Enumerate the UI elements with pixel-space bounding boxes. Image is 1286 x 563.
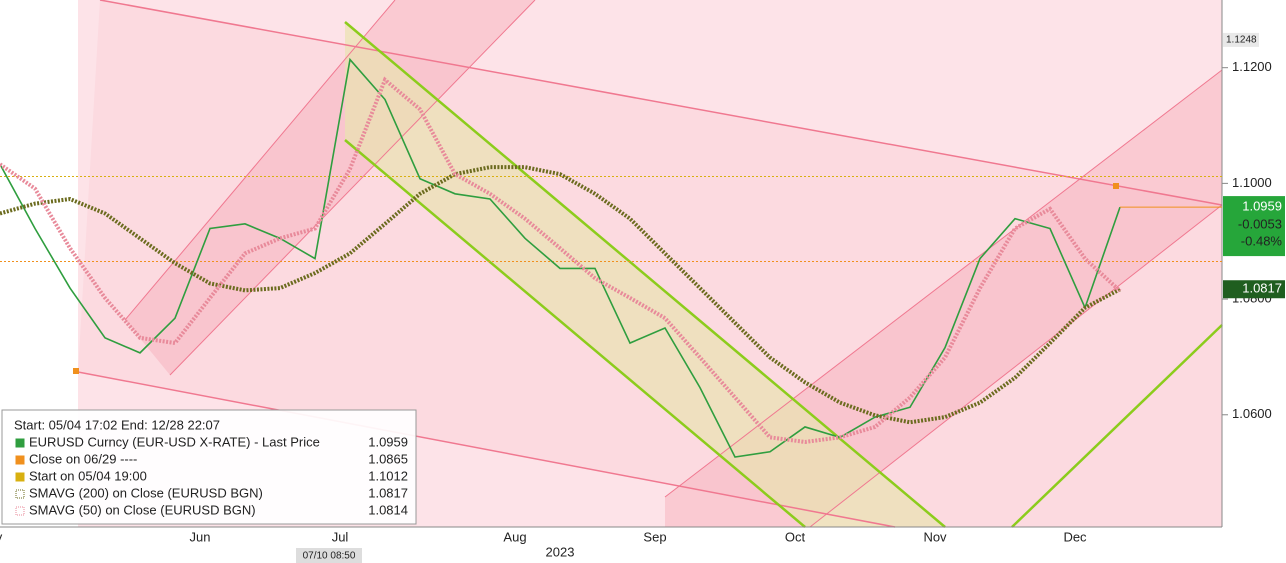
- last-price-box: [1223, 196, 1285, 257]
- y-tick-label: 1.0600: [1232, 406, 1272, 421]
- moving-average: [0, 76, 1122, 444]
- legend-value: 1.0865: [368, 451, 408, 466]
- cursor-label: 07/10 08:50: [303, 551, 356, 562]
- y-tick-label: 1.1200: [1232, 59, 1272, 74]
- legend-value: 1.0817: [368, 485, 408, 500]
- cursor-box: [296, 548, 362, 563]
- channel-line: [169, 0, 536, 376]
- ma-last: 1.0817: [1242, 281, 1282, 296]
- channel-line: [99, 0, 1223, 206]
- channel-line: [344, 21, 946, 528]
- high-box: [1223, 32, 1259, 47]
- legend-swatch: [15, 472, 25, 482]
- price-line: [0, 57, 1121, 458]
- last-change: -0.0053: [1238, 217, 1282, 232]
- x-tick-label: Aug: [503, 529, 526, 544]
- plot: 1.06001.08001.10001.12001.1248MayJunJulA…: [0, 32, 1285, 544]
- legend-value: 1.0814: [368, 502, 408, 517]
- legend-swatch: [15, 506, 25, 516]
- last-change-pct: -0.48%: [1241, 234, 1283, 249]
- legend-swatch: [15, 489, 25, 499]
- anchor-point: [73, 368, 79, 374]
- channel-line: [1011, 324, 1223, 528]
- channel-line: [77, 371, 896, 528]
- up-channel-1: [125, 0, 535, 375]
- high-label: 1.1248: [1226, 35, 1257, 46]
- x-tick-label: Sep: [643, 529, 666, 544]
- channel-line: [344, 139, 806, 528]
- last-price: 1.0959: [1242, 199, 1282, 214]
- legend-value: 1.1012: [368, 468, 408, 483]
- legend-swatch: [15, 438, 25, 448]
- x-year: 2023: [546, 544, 575, 559]
- moving-average: [0, 165, 1121, 425]
- legend-label: EURUSD Curncy (EUR-USD X-RATE) - Last Pr…: [29, 434, 320, 449]
- x-tick-label: Jul: [332, 529, 349, 544]
- legend-label: Close on 06/29 ----: [29, 451, 137, 466]
- y-tick-label: 1.1000: [1232, 175, 1272, 190]
- channel-line: [809, 204, 1223, 528]
- x-tick-label: Nov: [923, 529, 947, 544]
- x-tick-label: Jun: [190, 529, 211, 544]
- legend-header: Start: 05/04 17:02 End: 12/28 22:07: [14, 417, 220, 432]
- x-tick-label: Oct: [785, 529, 806, 544]
- x-tick-label: Dec: [1063, 529, 1087, 544]
- channel-line: [124, 0, 396, 321]
- anchor-point: [1113, 183, 1119, 189]
- legend: [1, 409, 417, 525]
- legend-swatch: [15, 455, 25, 465]
- legend-label: SMAVG (50) on Close (EURUSD BGN): [29, 502, 256, 517]
- legend-label: Start on 05/04 19:00: [29, 468, 147, 483]
- legend-label: SMAVG (200) on Close (EURUSD BGN): [29, 485, 263, 500]
- ma-box: [1223, 280, 1285, 299]
- x-tick-label: May: [0, 529, 3, 544]
- legend-value: 1.0959: [368, 434, 408, 449]
- legend-entries: EURUSD Curncy (EUR-USD X-RATE) - Last Pr…: [15, 434, 408, 517]
